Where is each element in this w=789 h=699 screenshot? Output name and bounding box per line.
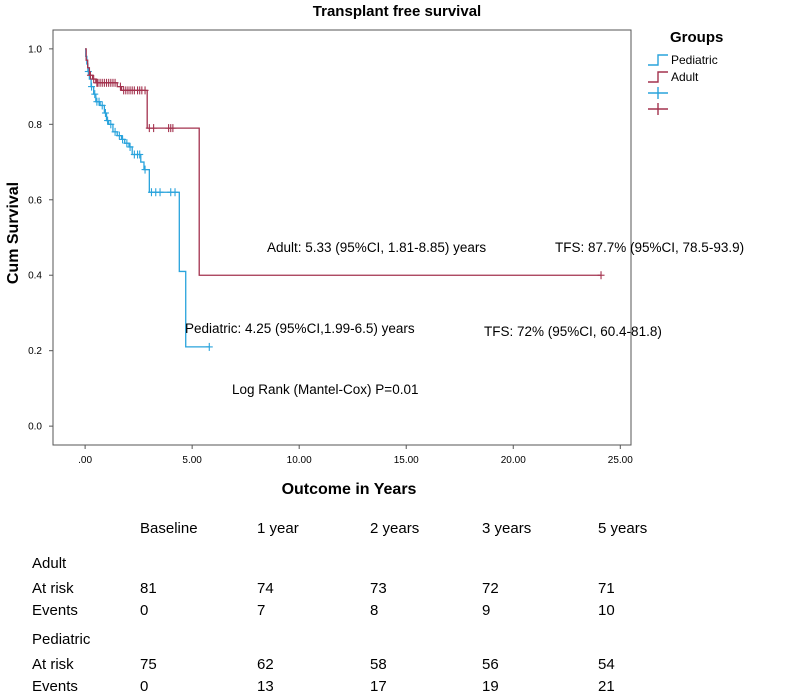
risk-cell: 10 — [598, 602, 615, 619]
pediatric-legend-label: Pediatric — [671, 53, 718, 67]
y-tick-label: 0.8 — [28, 120, 42, 131]
risk-col-header: 1 year — [257, 520, 299, 537]
risk-cell: 74 — [257, 580, 274, 597]
series-layer — [84, 48, 605, 351]
legend-title: Groups — [670, 29, 723, 46]
risk-row-label: Events — [32, 678, 78, 695]
adult-legend-swatch — [648, 71, 668, 83]
x-tick-label: 5.00 — [182, 455, 202, 466]
y-tick-label: 0.6 — [28, 195, 42, 206]
risk-cell: 56 — [482, 656, 499, 673]
risk-cell: 81 — [140, 580, 157, 597]
risk-group-name: Adult — [32, 555, 67, 572]
km-chart: Transplant free survival 0.0 0.2 0.4 0.6 0.8… — [5, 3, 744, 498]
risk-group-name: Pediatric — [32, 631, 91, 648]
risk-col-header: 2 years — [370, 520, 420, 537]
x-axis-title: Outcome in Years — [282, 481, 417, 498]
adult-legend-label: Adult — [671, 70, 699, 84]
pediatric-median-label: Pediatric: 4.25 (95%CI,1.99-6.5) years — [185, 321, 415, 336]
pediatric-legend-swatch — [648, 54, 668, 66]
log-rank-label: Log Rank (Mantel-Cox) P=0.01 — [232, 382, 418, 397]
risk-col-header: 5 years — [598, 520, 648, 537]
risk-cell: 21 — [598, 678, 615, 695]
x-tick-label: 15.00 — [394, 455, 419, 466]
risk-cell: 54 — [598, 656, 615, 673]
adult-tfs-label: TFS: 87.7% (95%CI, 78.5-93.9) — [555, 240, 744, 255]
y-tick-label: 0.2 — [28, 346, 42, 357]
risk-col-header: 3 years — [482, 520, 532, 537]
risk-cell: 19 — [482, 678, 499, 695]
y-tick-label: 1.0 — [28, 44, 42, 55]
adult-median-label: Adult: 5.33 (95%CI, 1.81-8.85) years — [267, 240, 486, 255]
y-axis: 0.0 0.2 0.4 0.6 0.8 1.0 — [28, 44, 53, 433]
legend: Groups Pediatric Adult — [648, 29, 723, 115]
pediatric-tfs-label: TFS: 72% (95%CI, 60.4-81.8) — [484, 324, 662, 339]
x-axis: .00 5.00 10.00 15.00 20.00 25.00 — [78, 445, 633, 466]
risk-row-label: At risk — [32, 580, 74, 597]
risk-cell: 7 — [257, 602, 266, 619]
risk-cell: 75 — [140, 656, 157, 673]
risk-cell: 9 — [482, 602, 491, 619]
adult-survival-curve — [85, 48, 602, 276]
risk-row-label: At risk — [32, 656, 74, 673]
x-tick-label: 20.00 — [501, 455, 526, 466]
risk-table: Baseline 1 year 2 years 3 years 5 years … — [0, 510, 789, 699]
y-tick-label: 0.4 — [28, 271, 42, 282]
risk-cell: 62 — [257, 656, 274, 673]
risk-cell: 73 — [370, 580, 387, 597]
risk-col-header: Baseline — [140, 520, 198, 537]
y-axis-title: Cum Survival — [5, 182, 22, 284]
x-tick-label: 25.00 — [608, 455, 633, 466]
risk-cell: 13 — [257, 678, 274, 695]
risk-row-label: Events — [32, 602, 78, 619]
risk-cell: 8 — [370, 602, 379, 619]
risk-cell: 72 — [482, 580, 499, 597]
chart-title: Transplant free survival — [313, 3, 481, 20]
plot-area — [52, 29, 632, 446]
x-tick-label: .00 — [78, 455, 92, 466]
risk-cell: 17 — [370, 678, 387, 695]
y-tick-label: 0.0 — [28, 422, 42, 433]
risk-cell: 71 — [598, 580, 615, 597]
x-tick-label: 10.00 — [287, 455, 312, 466]
risk-cell: 58 — [370, 656, 387, 673]
risk-cell: 0 — [140, 602, 149, 619]
risk-cell: 0 — [140, 678, 149, 695]
